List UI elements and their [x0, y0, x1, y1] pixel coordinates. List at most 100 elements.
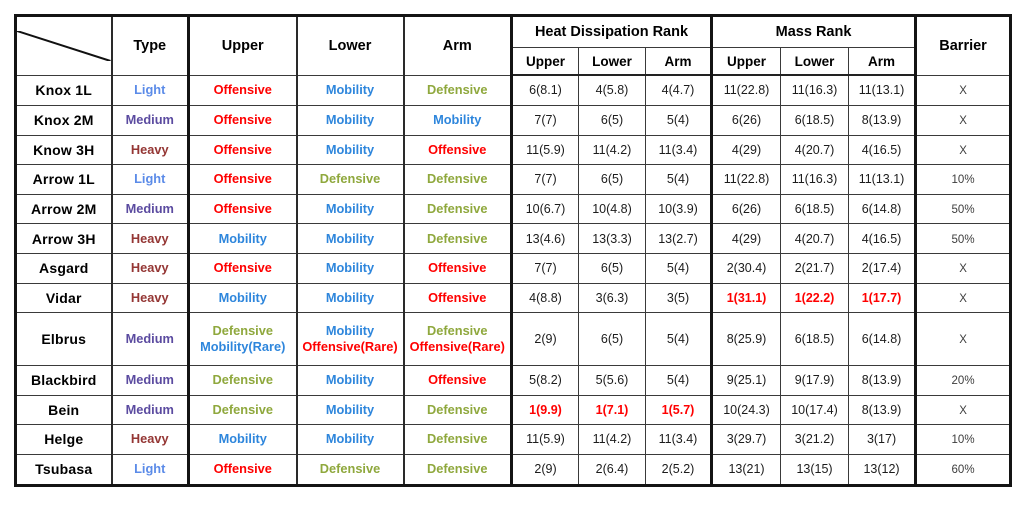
- class-label: Mobility: [218, 289, 267, 305]
- heat-arm-cell: 5(4): [644, 312, 713, 366]
- type-cell: Medium: [110, 104, 189, 136]
- rank-value: 5(4): [666, 261, 690, 276]
- heat-arm-cell: 3(5): [644, 282, 713, 314]
- type-label: Medium: [125, 200, 174, 216]
- upper-class-cell: Defensive Mobility(Rare): [187, 312, 297, 366]
- barrier-cell: X: [914, 282, 1012, 314]
- rank-value: 1(31.1): [726, 290, 767, 305]
- heat-lower-cell: 6(5): [578, 164, 646, 195]
- mass-arm-cell: 2(17.4): [848, 253, 917, 284]
- col-header-barrier: Barrier: [914, 15, 1012, 76]
- heat-lower-cell: 5(5.6): [578, 364, 646, 396]
- rank-value: 11(5.9): [526, 432, 565, 447]
- mass-arm-cell: 13(12): [848, 453, 917, 487]
- heat-upper-cell: 11(5.9): [510, 134, 579, 166]
- barrier-cell: 50%: [914, 193, 1012, 225]
- mass-lower-cell: 6(18.5): [780, 104, 850, 136]
- rank-value: 13(2.7): [658, 231, 698, 246]
- heat-lower-cell: 11(4.2): [578, 424, 646, 455]
- rank-value: 3(17): [866, 432, 897, 447]
- lower-class-cell: Mobility: [295, 223, 404, 255]
- group-header-mass-rank: Mass Rank: [710, 15, 917, 48]
- heat-arm-cell: 10(3.9): [644, 193, 713, 225]
- rank-value: 11(22.8): [723, 172, 770, 187]
- type-label: Medium: [125, 372, 174, 388]
- type-label: Medium: [125, 401, 174, 417]
- lower-class-cell: Mobility: [295, 424, 404, 455]
- mech-name-cell: Arrow 2M: [15, 193, 112, 225]
- rank-value: 7(7): [534, 113, 557, 128]
- arm-class-cell: Offensive: [402, 364, 512, 396]
- rank-value: 9(17.9): [794, 373, 835, 388]
- class-label: Defensive: [319, 171, 381, 187]
- rank-value: 6(18.5): [794, 202, 835, 217]
- lower-class-cell: Mobility: [295, 282, 404, 314]
- barrier-value: X: [959, 263, 967, 276]
- header-group-row: Type Upper Lower Arm Heat Dissipation Ra…: [15, 15, 1012, 76]
- class-label: Offensive: [213, 171, 272, 187]
- arm-class-cell: Defensive: [402, 164, 512, 195]
- type-cell: Heavy: [110, 282, 189, 314]
- heat-arm-cell: 11(3.4): [644, 134, 713, 166]
- rank-value: 6(14.8): [861, 332, 902, 347]
- rank-value: 1(5.7): [661, 402, 695, 417]
- class-label: Defensive: [212, 372, 273, 388]
- class-label: Offensive: [428, 372, 487, 388]
- rank-value: 11(22.8): [723, 83, 770, 98]
- class-label: Mobility: [325, 200, 375, 216]
- rank-value: 10(24.3): [723, 402, 770, 417]
- col-header-upper: Upper: [187, 15, 297, 76]
- rank-value: 6(5): [600, 332, 624, 347]
- barrier-value: X: [959, 115, 967, 128]
- table-header: Type Upper Lower Arm Heat Dissipation Ra…: [15, 15, 1012, 76]
- arm-class-cell: Offensive: [402, 253, 512, 284]
- barrier-value: 10%: [951, 434, 975, 447]
- class-label: Mobility: [325, 260, 375, 276]
- rank-value: 4(29): [731, 142, 762, 157]
- heat-arm-cell: 5(4): [644, 104, 713, 136]
- rank-value: 11(13.1): [858, 83, 905, 98]
- upper-class-cell: Defensive: [187, 364, 297, 396]
- mass-upper-cell: 1(31.1): [710, 282, 782, 314]
- table-row: Arrow 3H Heavy Mobility Mobility Defensive 13…: [15, 223, 1012, 255]
- rank-value: 11(16.3): [791, 172, 838, 187]
- rank-value: 6(18.5): [794, 332, 835, 347]
- type-cell: Light: [110, 453, 189, 487]
- barrier-value: 60%: [951, 464, 975, 477]
- heat-arm-cell: 13(2.7): [644, 223, 713, 255]
- mech-name-cell: Tsubasa: [15, 453, 112, 487]
- class-label: Offensive(Rare): [302, 339, 398, 355]
- mech-name-cell: Asgard: [15, 253, 112, 284]
- heat-arm-cell: 5(4): [644, 164, 713, 195]
- type-label: Light: [134, 171, 166, 187]
- rank-value: 4(8.8): [529, 290, 562, 305]
- mech-name-cell: Arrow 3H: [15, 223, 112, 255]
- class-label: Mobility: [218, 431, 267, 447]
- mass-upper-cell: 10(24.3): [710, 394, 782, 426]
- table-row: Bein Medium Defensive Mobility Defensive 1(9.…: [15, 394, 1012, 426]
- arm-class-cell: Mobility: [402, 104, 512, 136]
- upper-class-cell: Offensive: [187, 193, 297, 225]
- type-label: Light: [134, 461, 166, 477]
- barrier-cell: 10%: [914, 164, 1012, 195]
- barrier-value: 50%: [951, 233, 975, 246]
- rank-value: 5(8.2): [529, 373, 562, 388]
- barrier-value: 10%: [951, 174, 975, 187]
- arm-class-cell: Defensive: [402, 74, 512, 106]
- class-label: Offensive: [213, 461, 272, 477]
- mass-arm-cell: 4(16.5): [848, 134, 917, 166]
- rank-value: 2(5.2): [661, 462, 695, 477]
- class-label: Offensive: [213, 82, 272, 98]
- upper-class-cell: Defensive: [187, 394, 297, 426]
- class-label: Defensive: [212, 401, 273, 417]
- mech-name-cell: Vidar: [15, 282, 112, 314]
- rank-value: 7(7): [534, 261, 557, 276]
- upper-class-cell: Mobility: [187, 223, 297, 255]
- barrier-cell: X: [914, 134, 1012, 166]
- mass-upper-cell: 11(22.8): [710, 164, 782, 195]
- mass-arm-cell: 11(13.1): [848, 74, 917, 106]
- class-label: Defensive: [427, 171, 488, 187]
- arm-class-cell: Offensive: [402, 282, 512, 314]
- arm-class-cell: Defensive Offensive(Rare): [402, 312, 512, 366]
